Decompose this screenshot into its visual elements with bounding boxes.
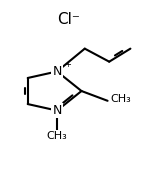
Text: N: N [52, 65, 62, 78]
Text: Cl⁻: Cl⁻ [57, 12, 80, 27]
Text: +: + [64, 60, 71, 69]
Text: N: N [52, 104, 62, 117]
Text: CH₃: CH₃ [110, 94, 131, 104]
Text: CH₃: CH₃ [47, 131, 67, 141]
